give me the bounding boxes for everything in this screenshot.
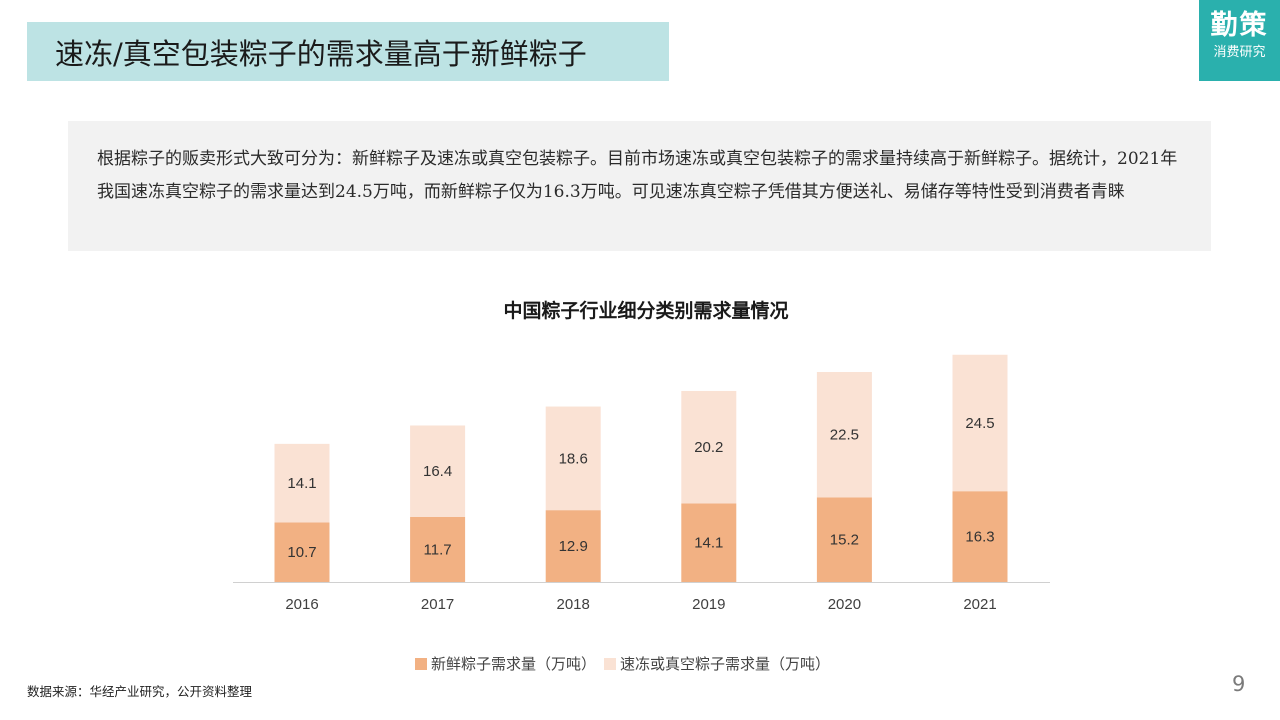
bar-fresh-2017 [410, 516, 466, 582]
title-bar: 速冻/真空包装粽子的需求量高于新鲜粽子 [27, 22, 669, 81]
legend-label-fresh: 新鲜粽子需求量（万吨） [430, 655, 596, 673]
chart-legend: 新鲜粽子需求量（万吨） 速冻或真空粽子需求量（万吨） [0, 653, 1245, 674]
summary-box: 根据粽子的贩卖形式大致可分为：新鲜粽子及速冻或真空包装粽子。目前市场速冻或真空包… [68, 121, 1211, 251]
x-tick-label-2021: 2021 [963, 596, 996, 613]
bar-frozen-2021 [952, 354, 1008, 492]
logo-sub-text: 消费研究 [1213, 45, 1266, 60]
data-label-fresh-2016: 10.7 [287, 544, 316, 561]
page-number: 9 [1232, 672, 1246, 696]
data-label-frozen-2016: 14.1 [287, 475, 316, 492]
legend-swatch-frozen [604, 657, 616, 670]
bar-fresh-2019 [681, 503, 737, 582]
data-label-fresh-2021: 16.3 [965, 529, 994, 546]
x-tick-label-2018: 2018 [557, 596, 590, 613]
data-label-frozen-2019: 20.2 [694, 439, 723, 456]
bar-frozen-2016 [274, 443, 330, 523]
data-label-fresh-2020: 15.2 [830, 532, 859, 549]
x-tick-label-2019: 2019 [692, 596, 725, 613]
x-tick-label-2016: 2016 [285, 596, 318, 613]
legend-item-frozen: 速冻或真空粽子需求量（万吨） [604, 653, 830, 674]
bar-fresh-2021 [952, 491, 1008, 582]
data-label-frozen-2021: 24.5 [965, 415, 994, 432]
chart-title: 中国粽子行业细分类别需求量情况 [503, 300, 789, 322]
logo-main-text: 勤策 [1210, 10, 1269, 41]
brand-logo: 勤策 消费研究 [1199, 0, 1280, 81]
summary-text: 根据粽子的贩卖形式大致可分为：新鲜粽子及速冻或真空包装粽子。目前市场速冻或真空包… [97, 149, 1178, 202]
x-tick-label-2020: 2020 [828, 596, 861, 613]
bar-fresh-2016 [274, 522, 330, 582]
legend-swatch-fresh [414, 657, 427, 670]
page-title: 速冻/真空包装粽子的需求量高于新鲜粽子 [55, 36, 587, 71]
bar-fresh-2020 [816, 497, 872, 582]
bar-frozen-2020 [816, 372, 872, 498]
data-label-frozen-2020: 22.5 [830, 427, 859, 444]
legend-label-frozen: 速冻或真空粽子需求量（万吨） [620, 655, 831, 673]
data-label-frozen-2017: 16.4 [423, 463, 452, 480]
bar-frozen-2018 [545, 406, 601, 511]
data-source-note: 数据来源：华经产业研究，公开资料整理 [27, 684, 253, 699]
data-label-fresh-2019: 14.1 [694, 535, 723, 552]
bar-frozen-2019 [681, 390, 737, 504]
legend-item-fresh: 新鲜粽子需求量（万吨） [414, 653, 596, 674]
data-label-fresh-2018: 12.9 [559, 538, 588, 555]
bar-fresh-2018 [545, 510, 601, 582]
x-tick-label-2017: 2017 [421, 596, 454, 613]
data-label-fresh-2017: 11.7 [424, 541, 452, 558]
data-label-frozen-2018: 18.6 [559, 450, 588, 467]
bar-frozen-2017 [410, 425, 466, 517]
